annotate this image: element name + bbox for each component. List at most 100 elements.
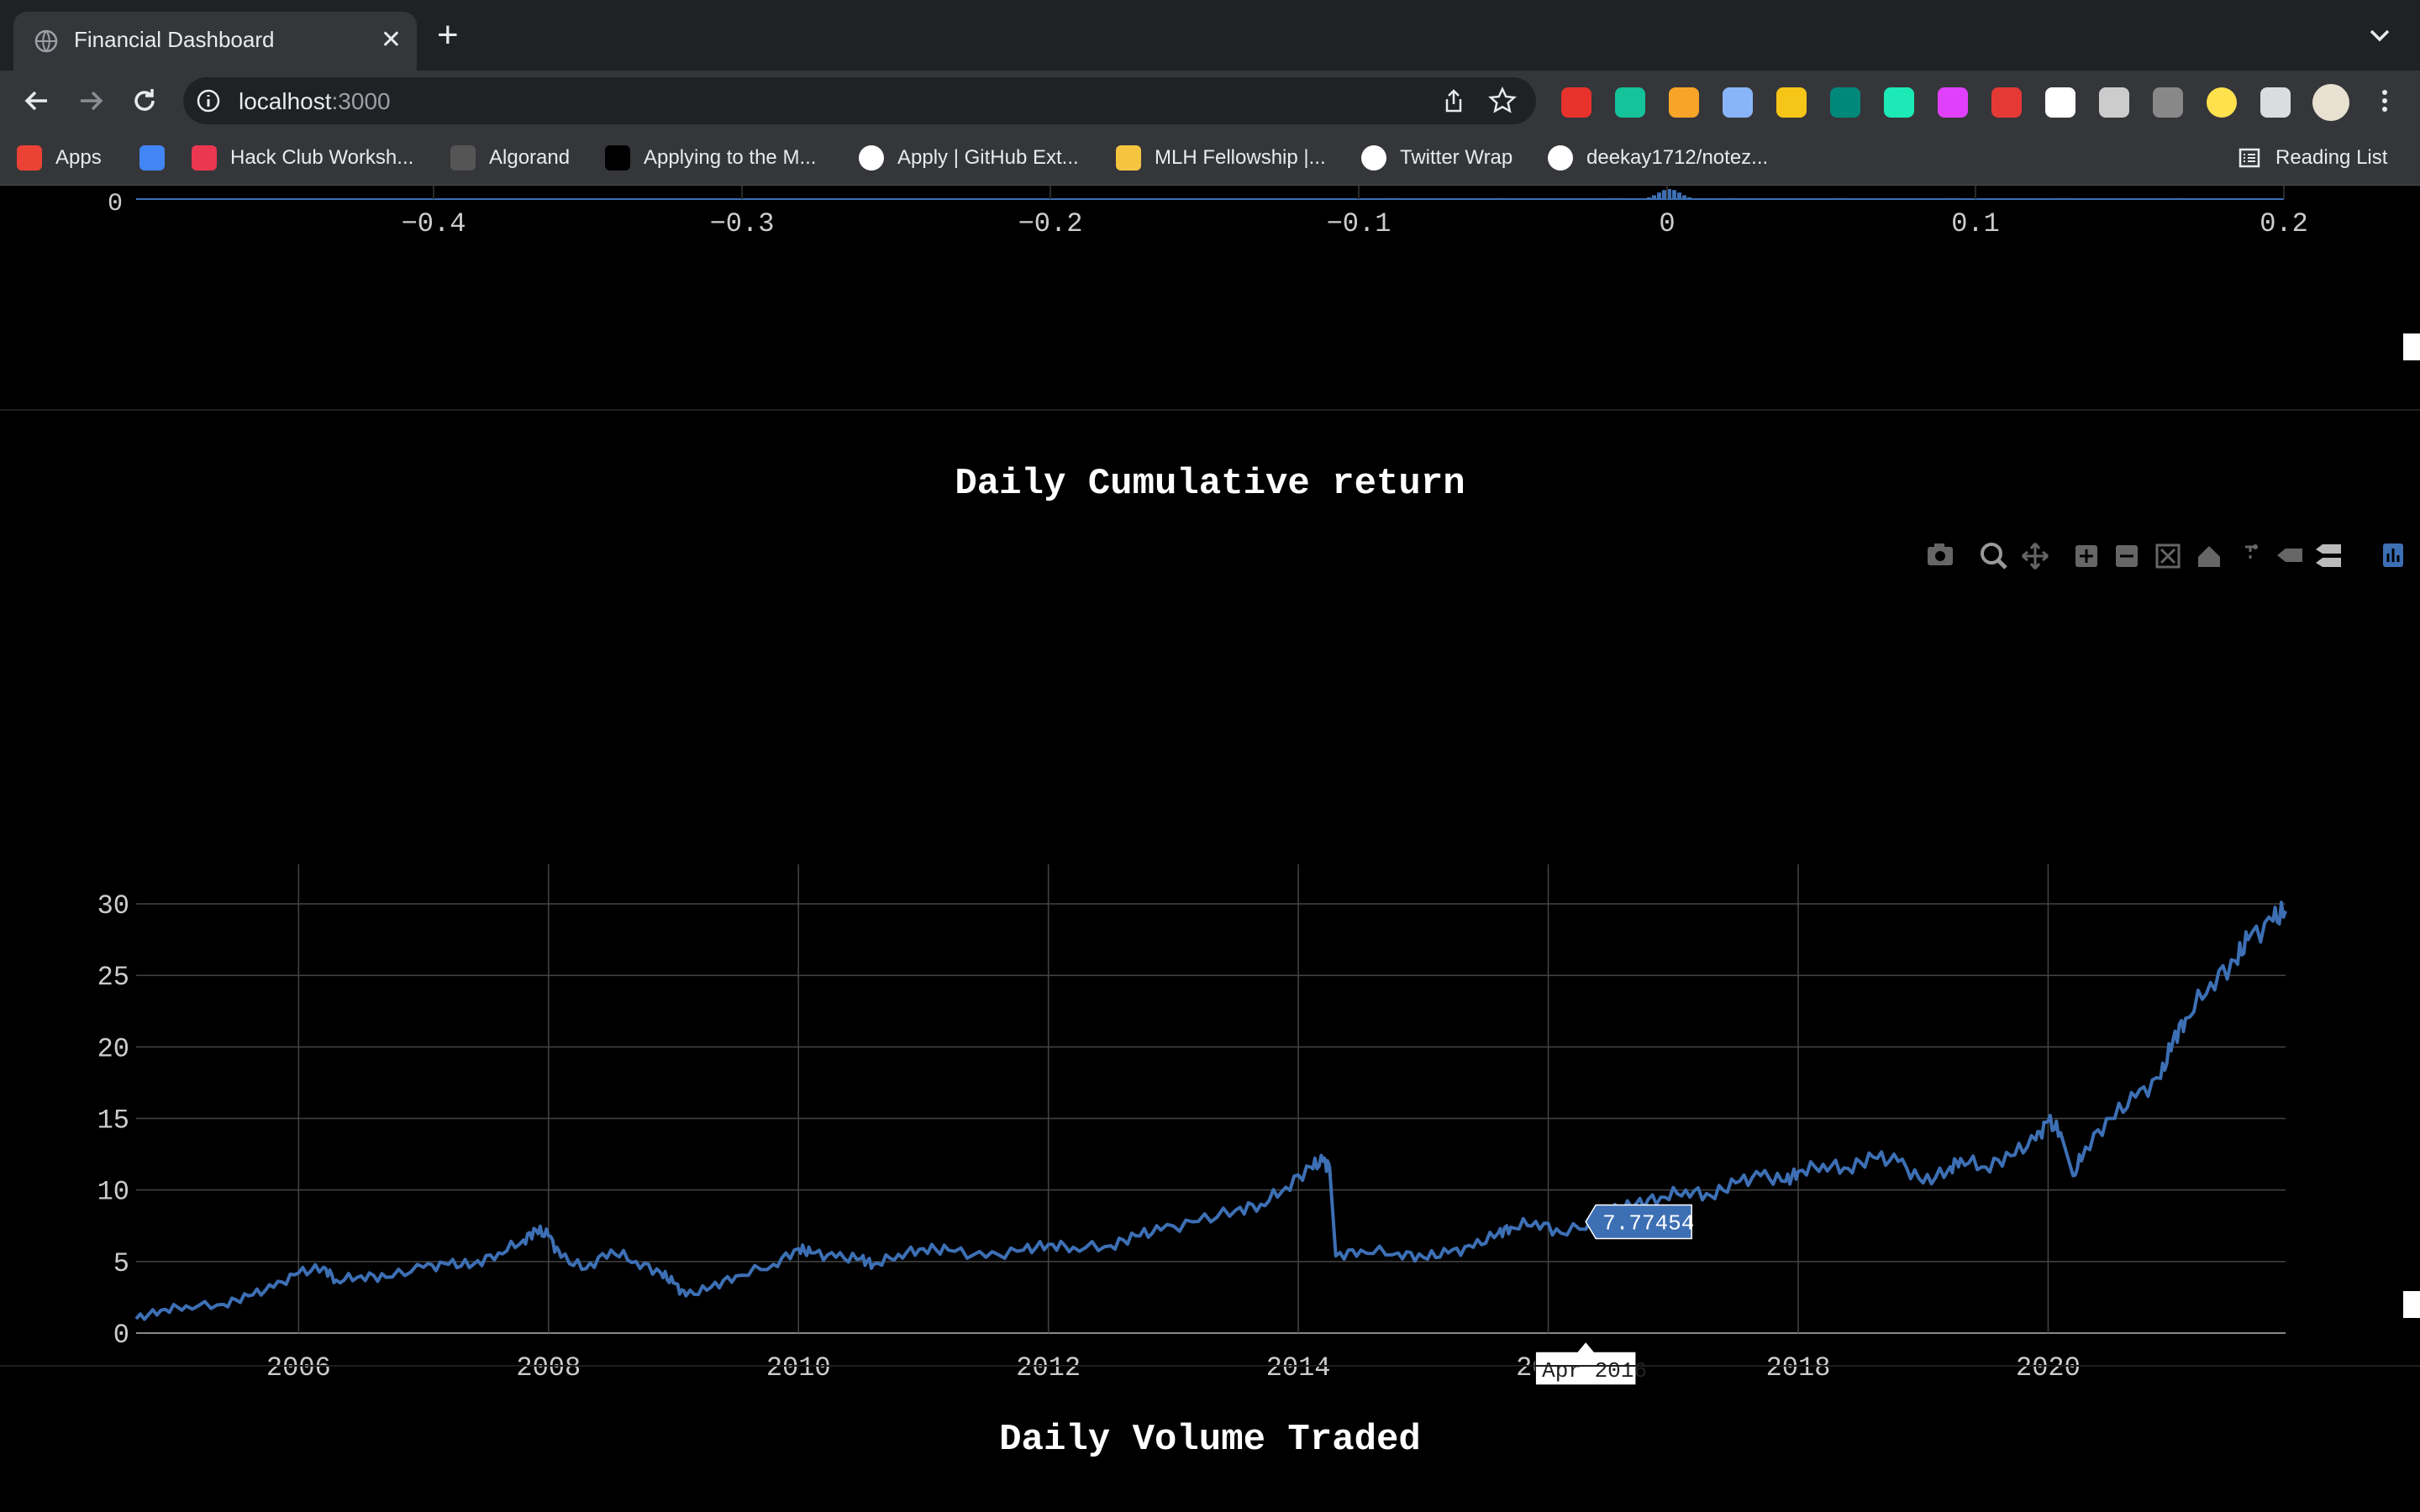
apps-grid-icon [17, 145, 42, 171]
active-tab[interactable]: Financial Dashboard ✕ [13, 12, 417, 71]
reset-axes-icon[interactable] [2198, 546, 2220, 567]
histogram-bar [1672, 190, 1676, 199]
bookmark-item[interactable]: Apps [17, 143, 102, 173]
histogram-bar [1647, 197, 1651, 199]
dashboard-page: 0 −0.4 −0.3 −0.2 −0.1 0 0.1 0.2 Daily Cumulati… [0, 186, 2420, 1512]
reading-list-button[interactable]: Reading List [2237, 143, 2387, 173]
histogram-x-tick-label: −0.2 [1018, 208, 1083, 236]
hover-closest-icon[interactable] [2277, 549, 2302, 562]
reload-icon[interactable] [126, 82, 163, 119]
histogram-bar [1677, 192, 1681, 199]
bookmark-item[interactable]: Twitter Wrap [1361, 143, 1512, 173]
histogram-bars [1294, 189, 2221, 199]
globe-icon [34, 29, 58, 53]
more-menu-icon[interactable] [2370, 86, 2400, 116]
bookmark-label: deekay1712/notez... [1586, 146, 1769, 169]
puzzle-icon[interactable] [2260, 87, 2291, 118]
bookmark-extension-icon[interactable] [1884, 87, 1914, 118]
y-tick-label: 5 [113, 1248, 129, 1279]
bookmark-item[interactable]: deekay1712/notez... [1548, 143, 1768, 173]
bookmark-item[interactable]: MLH Fellowship |... [1116, 143, 1326, 173]
new-tab-button[interactable]: + [437, 14, 459, 55]
yellow-circle-icon[interactable] [2207, 87, 2237, 118]
bookmark-item[interactable]: Apply | GitHub Ext... [859, 143, 1079, 173]
tab-close-icon[interactable]: ✕ [380, 26, 402, 54]
extension-orange-icon[interactable] [1669, 87, 1699, 118]
section-divider [0, 1365, 2420, 1367]
histogram-x-tick-label: −0.3 [710, 208, 775, 236]
plotly-logo-icon[interactable] [2383, 543, 2403, 567]
cumulative-return-line [134, 900, 2287, 1321]
x-tick-label: 2020 [2016, 1352, 2081, 1383]
red-extension-icon[interactable] [1991, 87, 2022, 118]
x-axis-ticks: 20062008201020122014201620182020 [266, 1352, 2081, 1383]
meet-extension-icon[interactable] [1830, 87, 1860, 118]
back-arrow-icon[interactable] [18, 82, 55, 119]
zoom-out-icon[interactable] [2116, 545, 2138, 567]
spike-lines-icon[interactable] [2245, 544, 2258, 559]
address-bar[interactable]: localhost:3000 [183, 77, 1536, 124]
reading-list-label: Reading List [2275, 146, 2388, 169]
bookmark-label: MLH Fellowship |... [1155, 146, 1326, 169]
histogram-x-tick-label: 0.1 [1951, 208, 2000, 236]
scroll-marker [2403, 333, 2420, 360]
algorand-icon [450, 145, 476, 171]
y-tick-label: 15 [97, 1105, 129, 1137]
autoscale-icon[interactable] [2155, 543, 2181, 569]
x-tick-label: 2018 [1766, 1352, 1831, 1383]
share-icon[interactable] [1440, 87, 1467, 114]
person-desk-icon[interactable] [2099, 87, 2129, 118]
pan-icon[interactable] [2022, 543, 2049, 570]
bookmark-item[interactable]: Hack Club Worksh... [192, 143, 413, 173]
bookmarks-bar: Apps Hack Club Worksh... Algorand Applying … [0, 131, 2420, 186]
hover-tooltip: 7.77454 Apr 2016 [1534, 1204, 1694, 1386]
hack-club-icon [192, 145, 217, 171]
tab-strip: Financial Dashboard ✕ + [0, 0, 2420, 71]
y-tick-label: 0 [113, 1320, 129, 1351]
y-axis-ticks: 0 5 10 15 20 25 30 [97, 890, 129, 1351]
cumulative-return-title: Daily Cumulative return [955, 463, 1465, 505]
bookmark-item[interactable] [139, 143, 178, 173]
grammarly-icon[interactable] [1615, 87, 1645, 118]
dev-icon [605, 145, 630, 171]
adblock-icon[interactable] [1561, 87, 1591, 118]
x-tick-label: 2008 [516, 1352, 581, 1383]
histogram-bar [1652, 195, 1656, 199]
zoom-icon[interactable] [1981, 543, 2007, 570]
bookmark-item[interactable]: Applying to the M... [605, 143, 816, 173]
volume-traded-title: Daily Volume Traded [999, 1419, 1421, 1461]
chevron-down-icon[interactable] [2365, 20, 2395, 50]
cart-extension-icon[interactable] [2153, 87, 2183, 118]
camera-icon[interactable] [1928, 543, 1953, 565]
sider-extension-icon[interactable] [1776, 87, 1807, 118]
y-tick-label: 30 [97, 890, 129, 921]
zoom-in-icon[interactable] [2075, 545, 2097, 567]
bookmark-label: Applying to the M... [644, 146, 817, 169]
chart-modebar [1928, 543, 2403, 570]
hover-value-box [1585, 1204, 1692, 1240]
histogram-x-ticks: −0.4 −0.3 −0.2 −0.1 0 0.1 0.2 [402, 186, 2308, 236]
info-icon[interactable] [195, 87, 222, 114]
shield-extension-icon[interactable] [1723, 87, 1753, 118]
url-text[interactable]: localhost:3000 [239, 88, 391, 114]
hover-compare-icon[interactable] [2316, 544, 2341, 567]
github-icon [1548, 145, 1573, 171]
x-tick-label: 2010 [766, 1352, 831, 1383]
panda-extension-icon[interactable] [2045, 87, 2075, 118]
histogram-bar [1657, 192, 1661, 199]
histogram-x-tick-label: −0.1 [1327, 208, 1392, 236]
x-tick-label: 2014 [1266, 1352, 1331, 1383]
histogram-bar [1667, 189, 1671, 199]
color-picker-icon[interactable] [1938, 87, 1968, 118]
bookmark-item[interactable]: Algorand [450, 143, 570, 173]
histogram-x-tick-label: 0.2 [2260, 208, 2308, 236]
profile-avatar[interactable] [2312, 84, 2349, 121]
mlh-icon [1116, 145, 1141, 171]
x-tick-label: 2006 [266, 1352, 331, 1383]
bookmark-star-icon[interactable] [1487, 86, 1518, 116]
histogram-x-tick-label: 0 [1659, 208, 1675, 236]
returns-histogram: 0 −0.4 −0.3 −0.2 −0.1 0 0.1 0.2 [108, 186, 2308, 236]
forward-arrow-icon[interactable] [72, 82, 109, 119]
scroll-marker [2403, 1291, 2420, 1318]
